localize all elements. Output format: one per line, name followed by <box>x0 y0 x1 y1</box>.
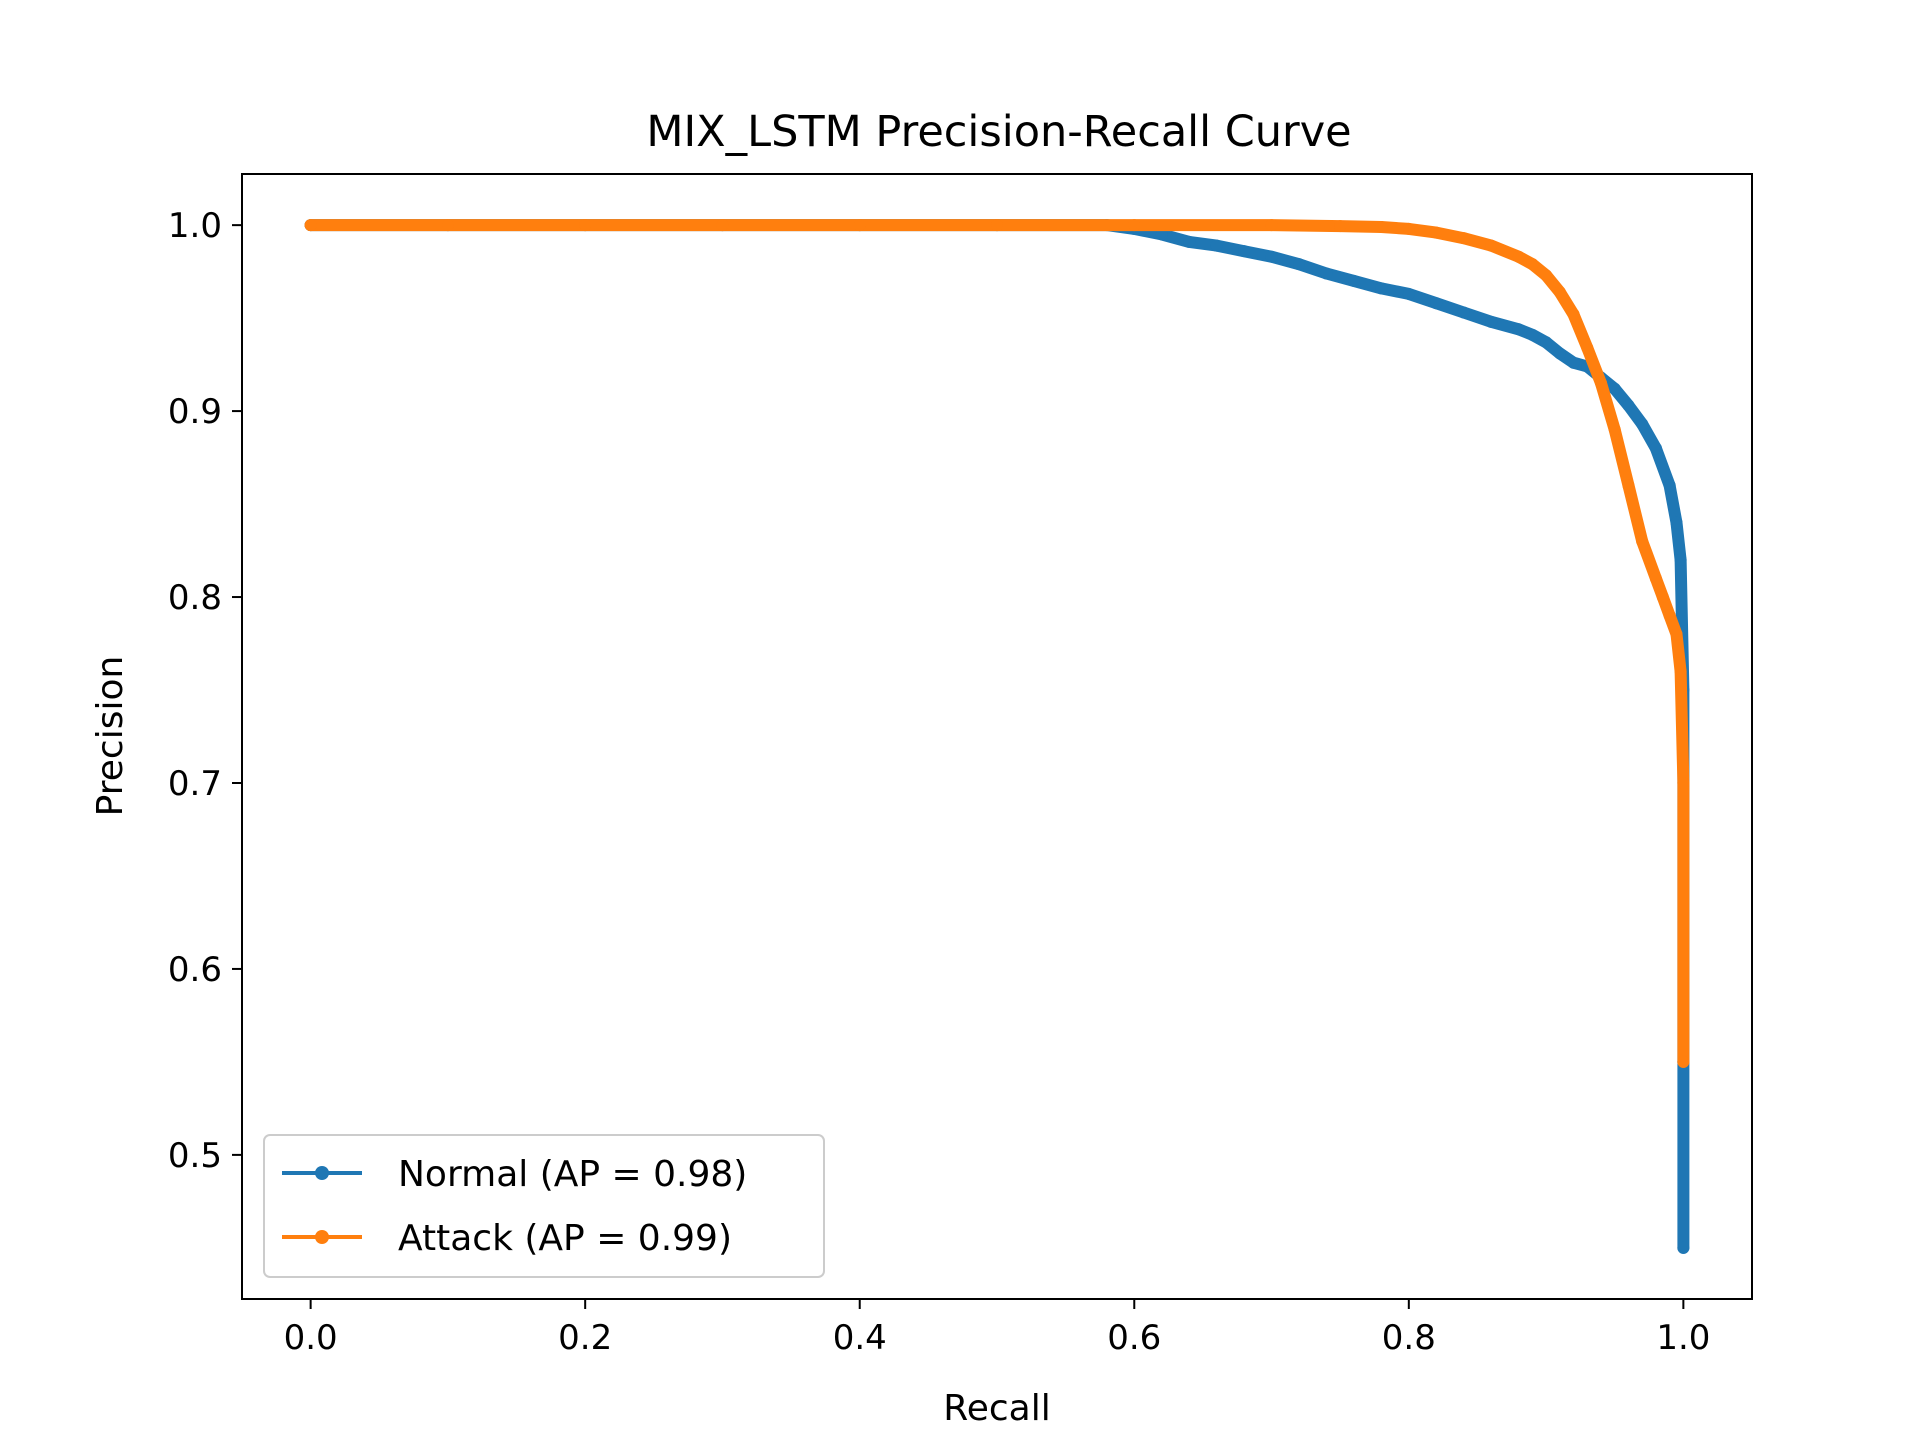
series-point <box>304 219 317 232</box>
series-point <box>1553 347 1566 360</box>
series-point <box>1553 286 1566 299</box>
y-axis: 0.5 0.6 0.7 0.8 0.9 1.0 <box>168 206 242 1176</box>
series-point <box>1430 226 1443 239</box>
series-point <box>1128 219 1141 232</box>
series-point <box>1485 315 1498 328</box>
series-point <box>991 219 1003 232</box>
series-point <box>1622 399 1635 412</box>
series-point <box>1649 442 1662 455</box>
series-point <box>1656 591 1669 604</box>
series-point <box>1636 418 1649 431</box>
legend-swatch-marker <box>315 1230 329 1244</box>
series-point <box>1265 219 1278 232</box>
series-point <box>1526 328 1539 341</box>
series-point <box>1567 356 1580 369</box>
series-point <box>1663 479 1676 492</box>
series-point <box>1608 382 1621 395</box>
series-point <box>1540 336 1553 349</box>
series-point <box>1677 1055 1690 1068</box>
x-axis-label: Recall <box>943 1388 1050 1429</box>
series-point <box>1265 250 1278 263</box>
x-tick-label: 0.8 <box>1382 1318 1436 1358</box>
series-point <box>1430 297 1443 310</box>
x-tick-label: 0.6 <box>1107 1318 1161 1358</box>
y-tick-label: 0.5 <box>168 1136 222 1176</box>
series-point <box>1347 274 1360 287</box>
series-point <box>1457 232 1470 245</box>
chart-title: MIX_LSTM Precision-Recall Curve <box>646 107 1351 157</box>
series-point <box>1674 553 1687 566</box>
y-tick-label: 0.7 <box>168 764 222 804</box>
x-tick-label: 0.0 <box>284 1318 338 1358</box>
series-point <box>1402 287 1415 300</box>
series-point <box>1293 258 1305 271</box>
plot-frame <box>241 173 1753 1300</box>
y-tick-label: 0.8 <box>168 578 222 618</box>
series-point <box>1183 235 1196 248</box>
series-point <box>1663 609 1676 622</box>
series-point <box>1155 228 1168 241</box>
x-tick-label: 0.4 <box>833 1318 887 1358</box>
legend-label: Normal (AP = 0.98) <box>398 1154 747 1195</box>
series-point <box>441 219 454 232</box>
series-point <box>1670 516 1683 529</box>
series-point <box>1512 323 1525 336</box>
series-layer <box>304 219 1690 1254</box>
series-point <box>853 219 866 232</box>
series-point <box>1320 267 1333 280</box>
series-point <box>1677 776 1690 789</box>
series-point <box>1581 341 1594 354</box>
series-point <box>1677 1241 1690 1254</box>
series-point <box>1512 250 1525 263</box>
series-point <box>1608 423 1621 436</box>
series-point <box>579 219 592 232</box>
y-tick-label: 1.0 <box>168 206 222 246</box>
x-tick-label: 0.2 <box>558 1318 612 1358</box>
series-point <box>1210 239 1223 252</box>
series-point <box>1526 258 1539 271</box>
y-axis-label: Precision <box>90 656 131 817</box>
series-point <box>1540 269 1553 282</box>
series-point <box>1402 222 1415 235</box>
series-point <box>1334 220 1347 233</box>
y-tick-label: 0.6 <box>168 950 222 990</box>
legend: Normal (AP = 0.98) Attack (AP = 0.99) <box>263 1134 825 1278</box>
series-point <box>1649 572 1662 585</box>
series-point <box>1674 665 1687 678</box>
series-point <box>1595 377 1607 390</box>
legend-label: Attack (AP = 0.99) <box>398 1218 732 1259</box>
series-point <box>1670 628 1683 641</box>
x-tick-label: 1.0 <box>1656 1318 1710 1358</box>
y-tick-label: 0.9 <box>168 392 222 432</box>
series-point <box>1485 239 1498 252</box>
series-point <box>1457 306 1470 319</box>
series-point <box>1375 220 1388 233</box>
series-point <box>716 219 729 232</box>
legend-box <box>263 1134 825 1278</box>
series-point <box>1375 282 1388 295</box>
series-point <box>1567 308 1580 321</box>
x-axis: 0.0 0.2 0.4 0.6 0.8 1.0 <box>284 1299 1710 1358</box>
legend-swatch-marker <box>315 1166 329 1180</box>
series-point <box>1622 479 1635 492</box>
series-point <box>1636 535 1649 548</box>
series-point <box>1238 245 1251 258</box>
